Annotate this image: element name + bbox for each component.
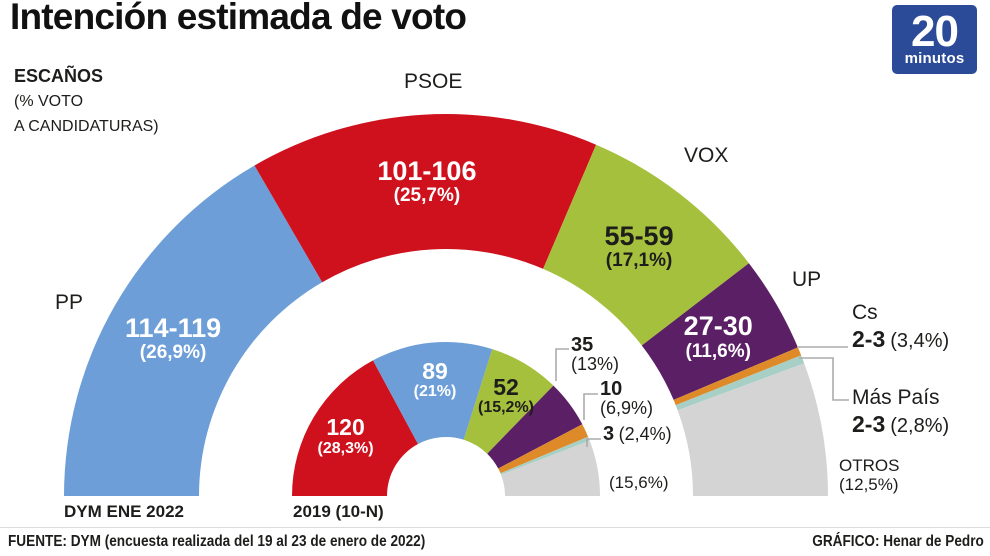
segment-poll2022-cs xyxy=(673,347,802,406)
callout-cs-2019: 10 (6,9%) xyxy=(600,378,654,418)
segment-poll2022-up xyxy=(641,263,798,400)
callout-cs: Cs 2-3 (3,4%) xyxy=(852,300,949,353)
segment-pct: (25,7%) xyxy=(393,184,461,206)
leader-line-mp-2019 xyxy=(586,438,601,447)
segment-poll2022-pp xyxy=(64,165,323,496)
party-label-pp: PP xyxy=(55,291,84,314)
footer-divider xyxy=(0,527,990,528)
segment-pct: (11,6%) xyxy=(685,340,751,362)
callout-otros-pct: (12,5%) xyxy=(839,475,899,494)
party-label-psoe: PSOE xyxy=(404,70,463,93)
ring-label-2022: DYM ENE 2022 xyxy=(64,502,184,521)
page-title: Intención estimada de voto xyxy=(10,0,467,37)
callout-cs-name: Cs xyxy=(852,301,878,324)
ring-label-2019: 2019 (10-N) xyxy=(293,502,384,521)
callout-mas-pais-name: Más País xyxy=(852,386,940,409)
chart-subtitle: ESCAÑOS (% VOTO A CANDIDATURAS) xyxy=(14,64,159,139)
leader-line-up-2019 xyxy=(555,348,569,381)
segment-label-poll2022-up: 27-30 (11,6%) xyxy=(683,311,753,363)
callout-mas-pais-value: 2-3 xyxy=(852,411,886,437)
logo-20: 20 xyxy=(911,7,959,57)
segment-poll2022-otros xyxy=(677,363,828,496)
party-label-up: UP xyxy=(792,268,822,291)
segment-value: 89 xyxy=(422,357,448,384)
callout-up-2019-value: 35 xyxy=(571,334,594,356)
callout-up-2019-pct: (13%) xyxy=(571,354,620,374)
callout-otros-2022: OTROS (12,5%) xyxy=(839,456,899,494)
callout-mas-pais: Más País 2-3 (2,8%) xyxy=(852,385,949,438)
segment-label-res2019-psoe: 120 (28,3%) xyxy=(318,415,374,457)
segment-label-poll2022-psoe: 101-106 (25,7%) xyxy=(377,155,477,207)
segment-label-res2019-vox: 52 (15,2%) xyxy=(477,373,535,417)
segment-value: 27-30 xyxy=(683,311,753,342)
callout-mas-pais-2019: 3 (2,4%) xyxy=(603,423,672,445)
party-label-vox: VOX xyxy=(684,144,729,167)
source-note: FUENTE: DYM (encuesta realizada del 19 a… xyxy=(8,533,426,550)
segment-value: 120 xyxy=(326,413,365,440)
segment-res2019-vox xyxy=(463,349,554,454)
segment-pct: (21%) xyxy=(413,383,457,401)
segment-poll2022-vox xyxy=(543,144,749,346)
segment-value: 55-59 xyxy=(604,221,674,252)
segment-pct: (17,1%) xyxy=(605,250,673,272)
leader-line-mas-pais xyxy=(799,357,849,401)
callout-cs-2019-value: 10 xyxy=(600,378,623,400)
callout-mas-pais-2019-value: 3 xyxy=(603,423,615,445)
segment-value: 101-106 xyxy=(377,155,477,186)
segment-value: 52 xyxy=(493,373,519,400)
callout-mas-pais-pct: (2,8%) xyxy=(890,415,950,437)
segment-label-poll2022-vox: 55-59 (17,1%) xyxy=(605,222,674,272)
segment-res2019-psoe xyxy=(291,360,418,496)
credit-note: GRÁFICO: Henar de Pedro xyxy=(812,533,984,550)
segment-pct: (15,2%) xyxy=(477,399,535,417)
subtitle-escanos: ESCAÑOS xyxy=(14,66,104,86)
callout-cs-value: 2-3 xyxy=(852,326,886,352)
callout-otros-name: OTROS xyxy=(839,456,900,475)
segment-res2019-pp xyxy=(373,341,493,444)
segment-pct: (26,9%) xyxy=(139,342,207,364)
20minutos-logo: 20 minutos xyxy=(892,5,977,74)
segment-label-res2019-pp: 89 (21%) xyxy=(414,358,457,400)
subtitle-line3: A CANDIDATURAS) xyxy=(14,118,159,135)
segment-res2019-up xyxy=(487,385,583,469)
segment-value: 114-119 xyxy=(125,312,222,343)
logo-minutos: minutos xyxy=(904,49,965,67)
segment-pct: (28,3%) xyxy=(317,439,374,457)
segment-res2019-cs xyxy=(498,424,589,474)
segment-res2019-m-s-pa-s xyxy=(500,436,590,475)
subtitle-line2: (% VOTO xyxy=(14,93,84,110)
segment-poll2022-m-s-pa-s xyxy=(675,355,805,411)
callout-cs-pct: (3,4%) xyxy=(890,330,950,352)
segment-poll2022-psoe xyxy=(254,113,597,283)
segment-label-poll2022-pp: 114-119 (26,9%) xyxy=(125,312,222,364)
segment-res2019-otros xyxy=(501,440,600,496)
callout-otros-2019-pct: (15,6%) xyxy=(609,473,669,492)
callout-up-2019: 35 (13%) xyxy=(571,334,620,374)
callout-cs-2019-pct: (6,9%) xyxy=(600,398,654,418)
leader-line-cs-2019 xyxy=(583,393,598,420)
callout-mas-pais-2019-pct: (2,4%) xyxy=(618,424,672,444)
